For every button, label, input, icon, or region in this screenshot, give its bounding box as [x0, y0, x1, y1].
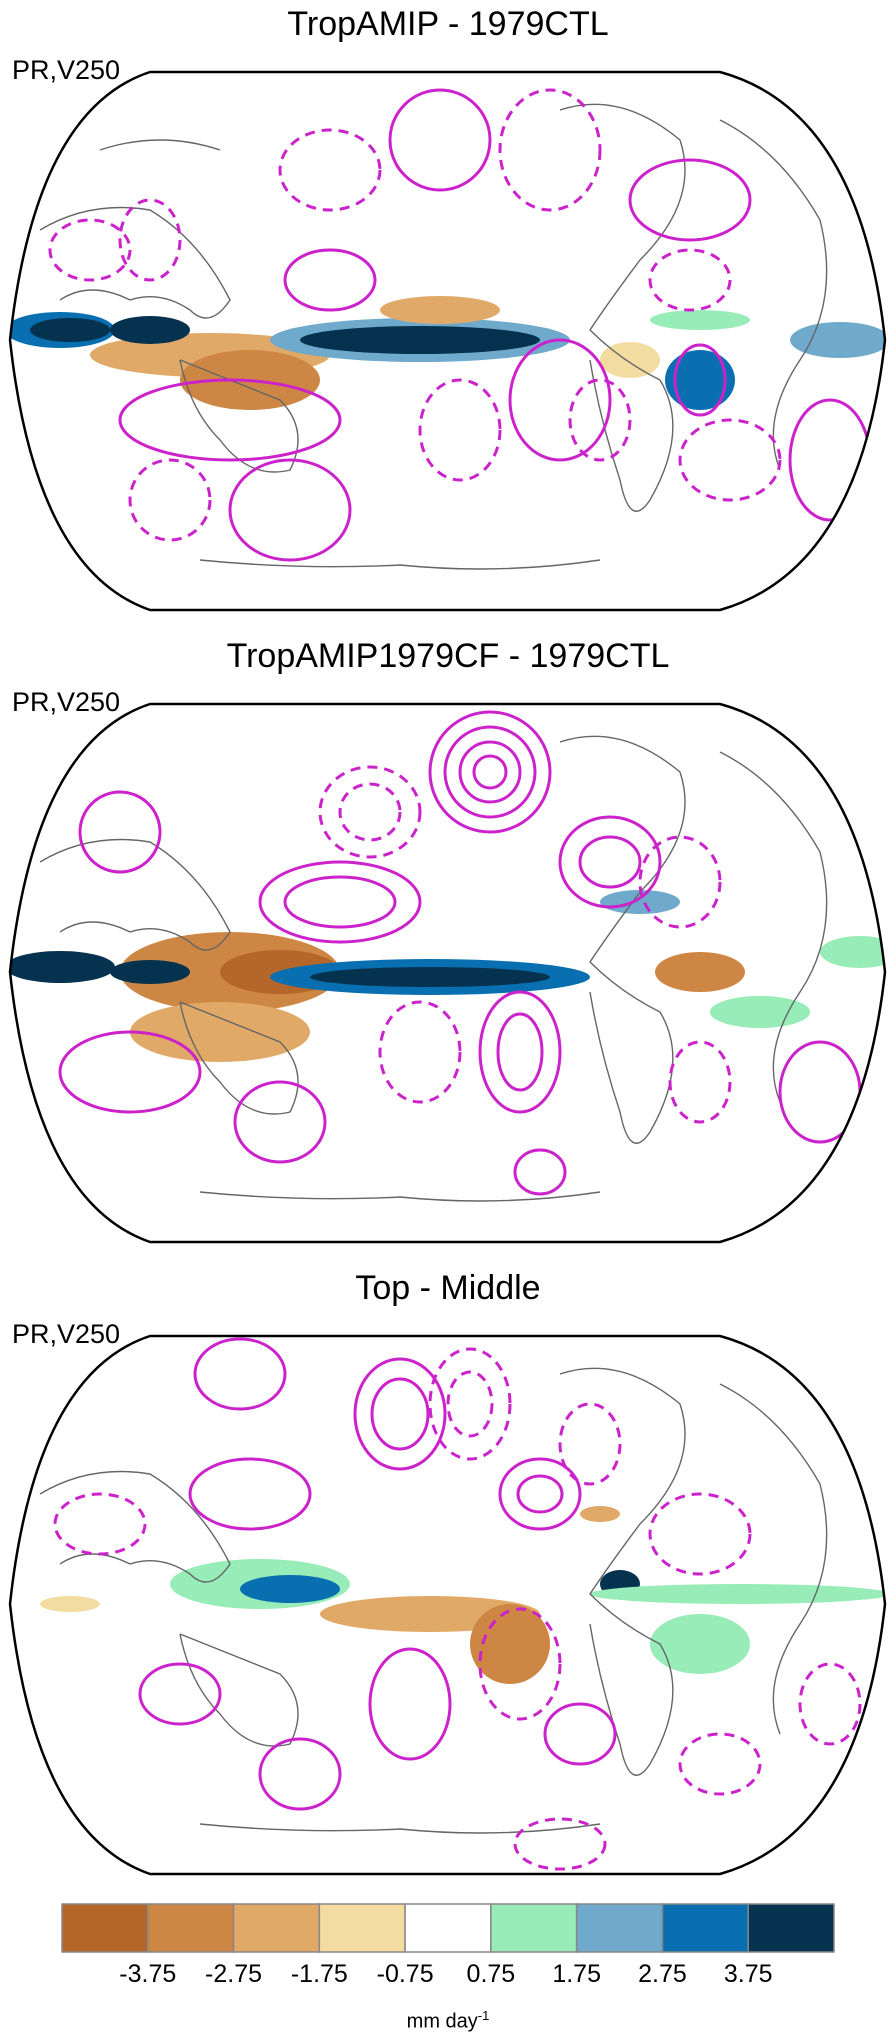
- colorbar-tick-label: -3.75: [119, 1960, 177, 1988]
- colorbar-box: [661, 1903, 749, 1953]
- colorbar-box: [232, 1903, 321, 1953]
- panel-1-map: [8, 70, 887, 612]
- panel-2-label: PR,V250: [12, 687, 121, 717]
- colorbar-box: [575, 1903, 664, 1953]
- panel-3-map: [8, 1334, 887, 1876]
- colorbar-tick-label: -2.75: [205, 1960, 263, 1988]
- panel-2: TropAMIP1979CF - 1979CTL PR,V250: [0, 632, 896, 1252]
- coastlines: [39, 1367, 828, 1834]
- panel-2-map: [8, 702, 887, 1244]
- coastlines: [39, 103, 828, 570]
- colorbar-tick-label: 0.75: [466, 1960, 516, 1988]
- colorbar-tick-label: -0.75: [376, 1960, 434, 1988]
- colorbar-tick-label: 3.75: [723, 1960, 773, 1988]
- panel-3-label: PR,V250: [12, 1319, 121, 1349]
- v250-contours: [58, 710, 862, 1196]
- panel-1-title: TropAMIP - 1979CTL: [287, 5, 609, 43]
- colorbar-box: [147, 1903, 235, 1953]
- panel-1-frame: [8, 70, 887, 612]
- colorbar-units: mm day-1: [0, 2008, 896, 2034]
- colorbar-box: [61, 1903, 149, 1953]
- colorbar-tick-label: 2.75: [638, 1960, 687, 1988]
- panel-2-title: TropAMIP1979CF - 1979CTL: [226, 637, 670, 675]
- panel-2-frame: [8, 702, 887, 1244]
- colorbar-tick-label: 1.75: [552, 1960, 601, 1988]
- panel-3-frame: [8, 1334, 887, 1876]
- colorbar-boxes: [61, 1903, 835, 1953]
- colorbar-box: [747, 1903, 835, 1953]
- colorbar-box: [490, 1903, 578, 1953]
- precip-shading: [10, 890, 885, 1062]
- units-base: mm day: [406, 2010, 478, 2033]
- colorbar-box: [318, 1903, 406, 1953]
- precip-shading: [40, 1506, 885, 1684]
- coastlines: [39, 735, 828, 1202]
- panel-3-title: Top - Middle: [355, 1269, 541, 1307]
- panel-3: Top - Middle PR,V250: [0, 1264, 896, 1884]
- v250-contours: [48, 88, 872, 562]
- units-exponent: -1: [477, 2008, 490, 2023]
- panel-1-label: PR,V250: [12, 55, 121, 85]
- precip-shading: [10, 296, 885, 410]
- colorbar-box: [404, 1903, 492, 1953]
- panel-1: TropAMIP - 1979CTL PR,V250: [0, 0, 896, 620]
- colorbar-tick-label: -1.75: [290, 1960, 348, 1988]
- v250-contours: [53, 1337, 862, 1871]
- colorbar: [61, 1903, 835, 1953]
